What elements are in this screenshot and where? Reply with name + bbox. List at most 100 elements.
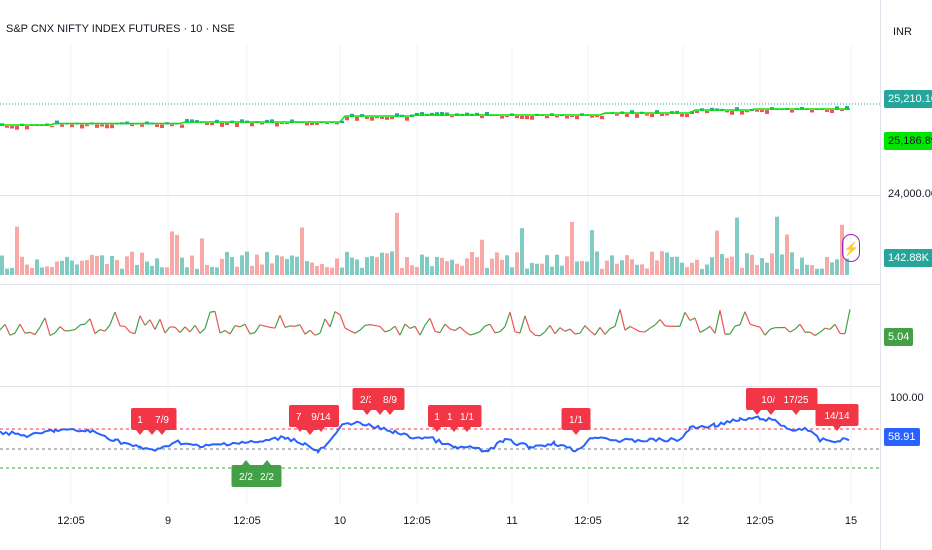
- price-candle: [595, 116, 599, 118]
- oscillator-segment: [494, 331, 501, 334]
- oscillator-segment: [614, 309, 621, 327]
- volume-bar: [85, 260, 89, 275]
- oscillator-segment: [349, 330, 356, 334]
- price-candle: [15, 126, 19, 130]
- oscillator-segment: [149, 319, 156, 330]
- price-candle: [590, 116, 594, 118]
- price-candle: [345, 117, 349, 121]
- oscillator-segment: [429, 318, 436, 332]
- volume-bar: [340, 267, 344, 275]
- volume-bar: [550, 266, 554, 275]
- volume-bar: [290, 255, 294, 275]
- volume-bar: [455, 263, 459, 275]
- volume-bar: [415, 266, 419, 275]
- volume-bar: [355, 259, 359, 275]
- oscillator-segment: [524, 315, 531, 331]
- volume-bar: [810, 265, 814, 275]
- oscillator-segment: [444, 323, 451, 330]
- volume-bar: [75, 264, 79, 275]
- lightning-icon[interactable]: ⚡: [842, 234, 860, 262]
- pane-separator[interactable]: [0, 195, 880, 196]
- price-candle: [370, 117, 374, 121]
- volume-bar: [215, 267, 219, 275]
- oscillator-segment: [194, 324, 201, 334]
- oscillator-segment: [229, 325, 236, 335]
- oscillator-segment: [79, 323, 86, 326]
- symbol-title[interactable]: S&P CNX NIFTY INDEX FUTURES · 10 · NSE: [6, 23, 235, 35]
- oscillator-segment: [204, 312, 211, 329]
- oscillator-segment: [529, 330, 536, 336]
- sell-signal-label[interactable]: 8/9: [375, 388, 405, 415]
- oscillator-segment: [334, 311, 341, 316]
- volume-bar: [245, 251, 249, 275]
- price-candle: [405, 117, 409, 121]
- volume-bar: [125, 256, 129, 275]
- volume-bar: [735, 217, 739, 275]
- price-candle: [130, 124, 134, 127]
- price-candle: [95, 124, 99, 128]
- oscillator-segment: [629, 325, 636, 330]
- sell-signal-label[interactable]: 14/14: [815, 404, 859, 431]
- oscillator-segment: [244, 323, 251, 335]
- price-candle: [515, 116, 519, 119]
- price-candle: [755, 110, 759, 112]
- volume-bar: [540, 263, 544, 275]
- price-candle: [155, 124, 159, 127]
- sell-signal-label[interactable]: 17/25: [774, 388, 818, 415]
- volume-bar: [330, 267, 334, 275]
- price-candle: [530, 116, 534, 120]
- price-candle: [565, 116, 569, 119]
- price-candle: [680, 114, 684, 117]
- buy-signal-label[interactable]: 2/2: [252, 460, 282, 487]
- oscillator-segment: [499, 326, 506, 333]
- volume-bar: [225, 251, 229, 275]
- volume-bar: [460, 265, 464, 275]
- oscillator-segment: [589, 330, 596, 336]
- volume-bar: [210, 266, 214, 275]
- sell-signal-label[interactable]: 1/1: [561, 408, 591, 435]
- volume-bar: [580, 260, 584, 275]
- currency-label[interactable]: INR: [893, 26, 912, 38]
- oscillator-segment: [94, 329, 101, 335]
- pane-separator[interactable]: [0, 284, 880, 285]
- volume-bar: [5, 268, 9, 275]
- oscillator-segment: [794, 323, 801, 330]
- oscillator-segment: [439, 323, 446, 333]
- price-candle: [60, 124, 64, 127]
- sell-signal-label[interactable]: 1/1: [452, 405, 482, 432]
- volume-bar: [520, 228, 524, 275]
- volume-bar: [380, 252, 384, 275]
- volume-bar: [610, 255, 614, 275]
- volume-bar: [425, 256, 429, 275]
- volume-bar: [690, 262, 694, 275]
- oscillator-segment: [544, 324, 551, 333]
- oscillator-segment: [449, 328, 456, 332]
- oscillator-segment: [584, 325, 591, 332]
- sell-signal-label[interactable]: 7/9: [147, 408, 177, 435]
- time-axis-label: 15: [844, 515, 858, 527]
- volume-bar: [830, 262, 834, 275]
- price-candle: [275, 123, 279, 127]
- volume-bar: [50, 266, 54, 275]
- oscillator-segment: [9, 332, 16, 336]
- oscillator-segment: [489, 323, 496, 334]
- oscillator-segment: [519, 315, 526, 334]
- pane-separator[interactable]: [0, 386, 880, 387]
- oscillator-segment: [224, 329, 231, 335]
- price-candle: [390, 117, 394, 120]
- price-candle: [395, 113, 399, 117]
- oscillator-segment: [784, 327, 791, 333]
- volume-bar: [260, 264, 264, 275]
- oscillator-segment: [474, 331, 481, 335]
- volume-bar: [595, 251, 599, 275]
- signal-label-text: 2/2: [239, 472, 253, 483]
- oscillator-segment: [34, 326, 41, 335]
- volume-bar: [315, 266, 319, 275]
- oscillator-segment: [729, 325, 736, 335]
- signal-label-text: 9/14: [311, 412, 331, 423]
- volume-bar: [365, 257, 369, 275]
- volume-bar: [205, 264, 209, 275]
- oscillator-segment: [464, 331, 471, 336]
- sell-signal-label[interactable]: 9/14: [303, 405, 339, 432]
